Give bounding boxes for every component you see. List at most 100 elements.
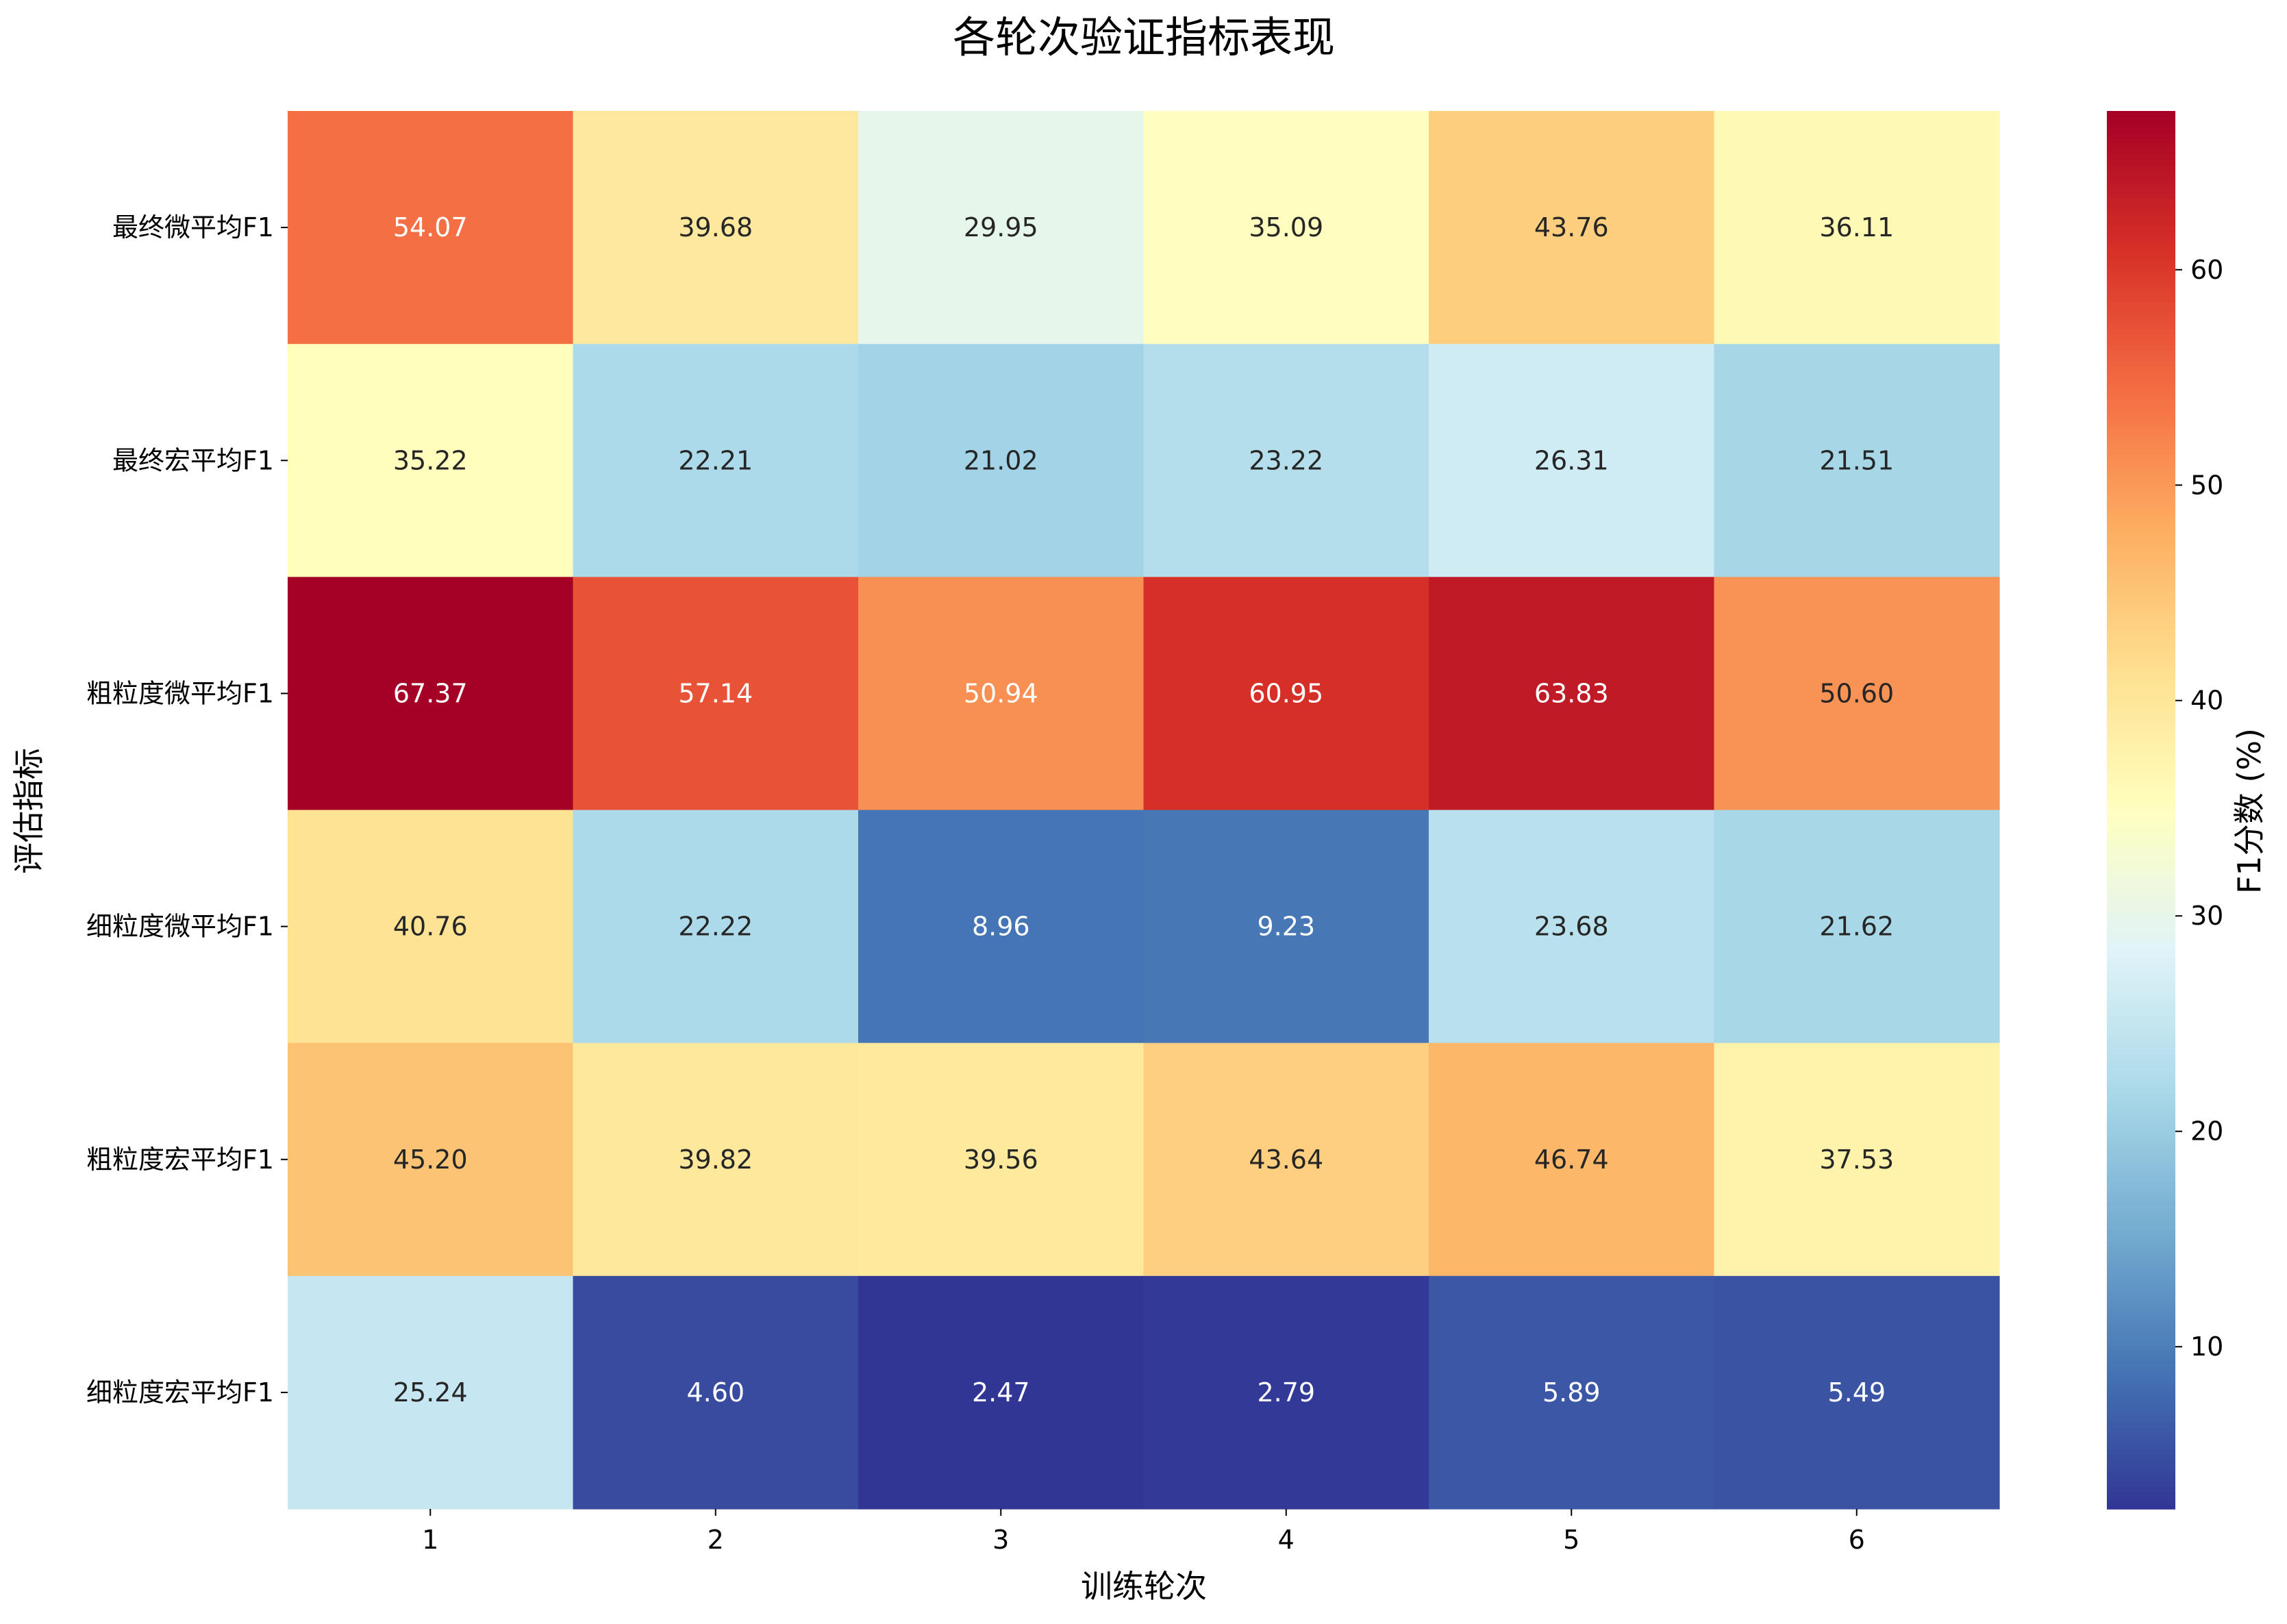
colorbar-segment	[2107, 1345, 2175, 1351]
colorbar-segment	[2107, 1006, 2175, 1013]
colorbar-segment	[2107, 558, 2175, 565]
colorbar-segment	[2107, 1296, 2175, 1302]
y-axis-ticks: 最终微平均F1 最终宏平均F1 粗粒度微平均F1 细粒度微平均F1 粗粒度宏平均F1 细粒…	[86, 212, 288, 1408]
y-tick-label: 粗粒度微平均F1	[86, 678, 274, 708]
colorbar-segment	[2107, 1050, 2175, 1057]
colorbar-segment	[2107, 586, 2175, 592]
colorbar-segment	[2107, 951, 2175, 958]
colorbar-segment	[2107, 433, 2175, 440]
colorbar-segment	[2107, 1132, 2175, 1138]
colorbar-segment	[2107, 121, 2175, 128]
colorbar-segment	[2107, 1023, 2175, 1029]
cell-value-label: 23.22	[1249, 445, 1323, 475]
colorbar-segment	[2107, 1410, 2175, 1417]
colorbar-segment	[2107, 1241, 2175, 1248]
colorbar-segment	[2107, 968, 2175, 975]
colorbar-segment	[2107, 984, 2175, 991]
colorbar-segment	[2107, 673, 2175, 679]
colorbar-segment	[2107, 1055, 2175, 1062]
colorbar-segment	[2107, 477, 2175, 483]
colorbar-segment	[2107, 1164, 2175, 1171]
colorbar-segment	[2107, 269, 2175, 275]
y-tick-label: 细粒度微平均F1	[86, 912, 274, 942]
colorbar-segment	[2107, 1503, 2175, 1510]
x-tick-label: 1	[422, 1525, 438, 1555]
cell-value-label: 45.20	[393, 1145, 468, 1175]
colorbar-segment	[2107, 308, 2175, 314]
colorbar-segment	[2107, 738, 2175, 745]
colorbar-segment	[2107, 198, 2175, 205]
colorbar-segment	[2107, 716, 2175, 723]
colorbar-segment	[2107, 771, 2175, 778]
colorbar-segment	[2107, 1159, 2175, 1166]
colorbar-segment	[2107, 416, 2175, 423]
colorbar-segment	[2107, 143, 2175, 150]
colorbar-segment	[2107, 225, 2175, 232]
colorbar-segment	[2107, 591, 2175, 598]
heatmap-cell	[1429, 1275, 1715, 1510]
colorbar-segment	[2107, 722, 2175, 729]
cell-value-label: 39.56	[964, 1145, 1038, 1175]
colorbar-segment	[2107, 913, 2175, 920]
colorbar-segment	[2107, 116, 2175, 123]
cell-value-label: 39.82	[678, 1145, 753, 1175]
colorbar-tick-label: 10	[2190, 1332, 2223, 1362]
y-tick-label: 粗粒度宏平均F1	[86, 1145, 274, 1175]
heatmap-cell	[858, 1275, 1145, 1510]
colorbar-segment	[2107, 733, 2175, 740]
colorbar-segment	[2107, 187, 2175, 194]
colorbar-segment	[2107, 892, 2175, 898]
colorbar-segment	[2107, 1197, 2175, 1204]
colorbar-segment	[2107, 799, 2175, 805]
colorbar-segment	[2107, 701, 2175, 707]
colorbar-segment	[2107, 979, 2175, 986]
colorbar-segment	[2107, 903, 2175, 909]
colorbar-segment	[2107, 286, 2175, 292]
heatmap-cells: 54.07 39.68 29.95 35.09 43.76 36.11 35.22 22.21…	[288, 111, 2000, 1510]
colorbar-segment	[2107, 1279, 2175, 1286]
heatmap-cell	[573, 111, 859, 345]
cell-value-label: 5.49	[1827, 1377, 1886, 1408]
colorbar-tick-label: 50	[2190, 470, 2223, 500]
colorbar-segment	[2107, 1361, 2175, 1368]
cell-value-label: 25.24	[393, 1377, 468, 1408]
colorbar-segment	[2107, 553, 2175, 560]
colorbar-segment	[2107, 995, 2175, 1002]
colorbar-segment	[2107, 935, 2175, 942]
colorbar-segment	[2107, 990, 2175, 997]
colorbar-segment	[2107, 629, 2175, 636]
heatmap-cell	[1143, 1042, 1429, 1277]
colorbar-segment	[2107, 1328, 2175, 1335]
colorbar-segment	[2107, 1498, 2175, 1504]
colorbar-segment	[2107, 848, 2175, 855]
colorbar-segment	[2107, 804, 2175, 811]
colorbar-segment	[2107, 1416, 2175, 1423]
colorbar-segment	[2107, 564, 2175, 571]
colorbar-segment	[2107, 1214, 2175, 1221]
x-axis-ticks: 1 2 3 4 5 6	[422, 1509, 1865, 1555]
colorbar-segment	[2107, 1339, 2175, 1346]
colorbar-segment	[2107, 312, 2175, 319]
colorbar-segment	[2107, 1372, 2175, 1379]
colorbar-segment	[2107, 1034, 2175, 1040]
colorbar-segment	[2107, 1421, 2175, 1428]
colorbar-segment	[2107, 302, 2175, 308]
colorbar-segment	[2107, 203, 2175, 210]
colorbar-segment	[2107, 624, 2175, 631]
colorbar-segment	[2107, 597, 2175, 603]
colorbar-segment	[2107, 919, 2175, 925]
colorbar-segment	[2107, 220, 2175, 227]
colorbar-segment	[2107, 389, 2175, 396]
colorbar-segment	[2107, 291, 2175, 297]
colorbar-segment	[2107, 176, 2175, 183]
colorbar-segment	[2107, 1192, 2175, 1199]
colorbar-segment	[2107, 132, 2175, 139]
colorbar-segment	[2107, 908, 2175, 914]
y-tick-label: 最终宏平均F1	[112, 445, 274, 475]
colorbar-segment	[2107, 242, 2175, 249]
colorbar-segment	[2107, 427, 2175, 434]
colorbar-segment	[2107, 275, 2175, 281]
heatmap-cell	[1714, 111, 2000, 345]
colorbar-segment	[2107, 886, 2175, 892]
